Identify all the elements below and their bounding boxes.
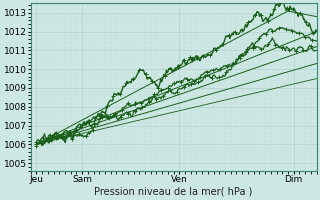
X-axis label: Pression niveau de la mer( hPa ): Pression niveau de la mer( hPa )	[94, 187, 253, 197]
